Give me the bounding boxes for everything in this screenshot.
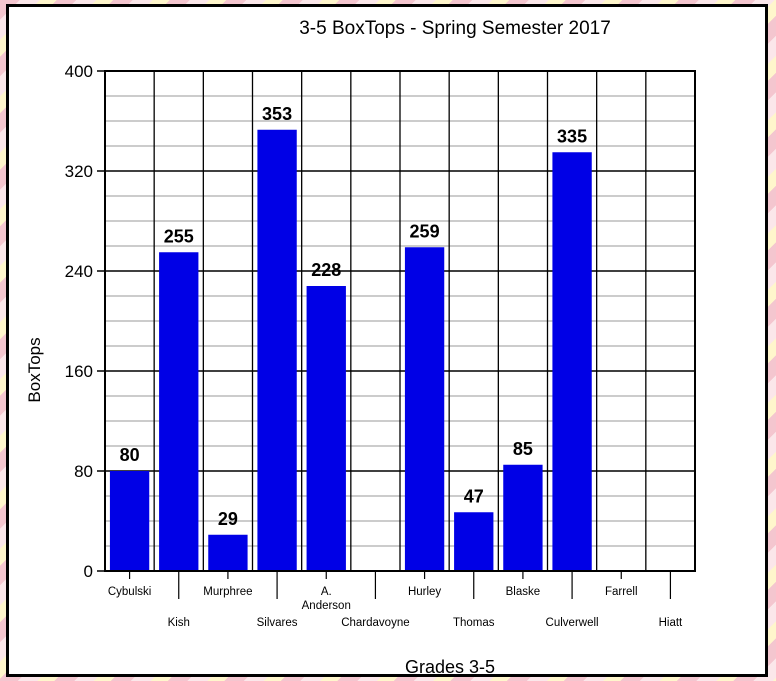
- x-tick-label: Murphree: [203, 586, 252, 598]
- bar-hurley: [404, 247, 445, 571]
- x-tick-label: Blaske: [506, 586, 541, 598]
- data-label: 29: [218, 509, 238, 529]
- plot-border: [104, 70, 696, 572]
- x-tick-label: Kish: [168, 617, 190, 629]
- y-axis-label: BoxTops: [25, 337, 44, 402]
- y-ticks: 0 80 160 240 320 400: [65, 62, 105, 581]
- y-tick-label: 160: [65, 362, 93, 381]
- x-tick-label: Cybulski: [108, 586, 151, 598]
- data-label: 228: [311, 260, 341, 280]
- data-label: 47: [464, 486, 484, 506]
- bars: [109, 129, 592, 571]
- chart-title: 3-5 BoxTops - Spring Semester 2017: [299, 18, 611, 39]
- data-label: 259: [410, 221, 440, 241]
- y-tick-label: 240: [65, 262, 93, 281]
- x-ticks: Cybulski Kish Murphree Silvares A. Anderson Ch…: [108, 571, 683, 629]
- data-label: 80: [120, 445, 140, 465]
- data-label: 353: [262, 104, 292, 124]
- y-tick-label: 0: [84, 562, 93, 581]
- x-tick-label: Hurley: [408, 586, 441, 598]
- x-tick-label: Culverwell: [546, 617, 599, 629]
- bar-kish: [159, 252, 199, 571]
- y-tick-label: 80: [74, 462, 93, 481]
- x-tick-label: Chardavoyne: [341, 617, 409, 629]
- bar-silvares: [257, 129, 297, 571]
- data-label: 255: [164, 226, 194, 246]
- x-axis-label: Grades 3-5: [405, 657, 495, 677]
- data-label: 85: [513, 439, 533, 459]
- x-tick-label: Silvares: [257, 617, 298, 629]
- x-tick-label: Hiatt: [659, 617, 683, 629]
- x-tick-label: A. Anderson: [302, 586, 351, 612]
- data-labels: 80 255 29 353 228 259 47 85 335: [120, 104, 588, 529]
- y-tick-label: 400: [65, 62, 93, 81]
- bar-culverwell: [552, 152, 592, 571]
- bar-blaske: [503, 464, 543, 571]
- bar-murphree: [208, 534, 248, 571]
- bar-cybulski: [109, 471, 150, 571]
- data-label: 335: [557, 126, 587, 146]
- x-tick-label: Thomas: [453, 617, 495, 629]
- x-tick-label: Farrell: [605, 586, 638, 598]
- bar-thomas: [454, 512, 494, 571]
- plot-frame: [104, 70, 696, 572]
- y-tick-label: 320: [65, 162, 93, 181]
- bar-a-anderson: [306, 286, 346, 571]
